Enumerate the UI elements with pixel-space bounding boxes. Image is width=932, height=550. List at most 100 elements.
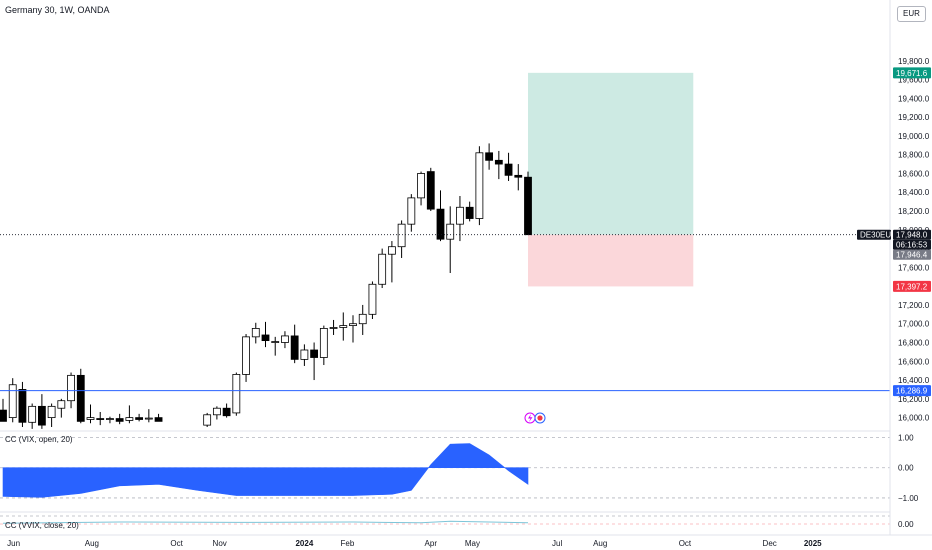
candle[interactable] <box>37 394 46 429</box>
candle-body[interactable] <box>417 173 425 199</box>
candle[interactable] <box>144 409 153 423</box>
candle-body[interactable] <box>106 418 114 420</box>
indicator-panels-layer[interactable]: 1.00 0.00 −1.00 CC (VIX, open, 20) 0.00 CC (V… <box>0 430 919 530</box>
candle-body[interactable] <box>319 328 328 358</box>
vix-close-line[interactable] <box>2 520 529 524</box>
candle-body[interactable] <box>57 400 66 409</box>
vix-open-area[interactable] <box>2 443 529 498</box>
candle-body[interactable] <box>47 405 56 419</box>
replay-icons[interactable] <box>524 412 546 424</box>
candle[interactable] <box>485 143 494 170</box>
candle[interactable] <box>397 220 406 258</box>
candle-body[interactable] <box>28 405 37 423</box>
candle[interactable] <box>8 378 17 423</box>
candle-body[interactable] <box>242 336 250 375</box>
candle-body[interactable] <box>349 323 357 326</box>
candle[interactable] <box>514 164 523 191</box>
candle[interactable] <box>475 146 484 226</box>
candle[interactable] <box>349 315 357 343</box>
candle-body[interactable] <box>436 208 445 240</box>
candle[interactable] <box>426 167 435 212</box>
candle-body[interactable] <box>8 384 17 419</box>
candle-body[interactable] <box>154 417 163 422</box>
candle[interactable] <box>329 319 338 335</box>
currency-selector[interactable]: EUR <box>897 6 926 22</box>
candle[interactable] <box>339 312 348 341</box>
candle-body[interactable] <box>456 206 464 225</box>
candle-body[interactable] <box>115 418 124 422</box>
candle-body[interactable] <box>407 197 416 225</box>
candle[interactable] <box>436 190 445 242</box>
candle-body[interactable] <box>329 327 338 329</box>
candle-body[interactable] <box>251 328 260 338</box>
candle[interactable] <box>106 416 114 424</box>
candle[interactable] <box>368 281 377 320</box>
candle-body[interactable] <box>446 223 455 240</box>
candle[interactable] <box>57 398 66 418</box>
candle[interactable] <box>261 321 270 348</box>
candle[interactable] <box>135 413 144 422</box>
candle[interactable] <box>456 196 464 242</box>
candle-body[interactable] <box>504 163 513 176</box>
candle[interactable] <box>76 368 85 424</box>
candle-body[interactable] <box>300 349 309 360</box>
candle[interactable] <box>281 331 289 349</box>
loss-zone[interactable] <box>528 234 694 287</box>
candle[interactable] <box>28 403 37 429</box>
candle-body[interactable] <box>426 171 435 210</box>
candle-body[interactable] <box>232 374 241 414</box>
candle-body[interactable] <box>368 283 377 315</box>
candle-body[interactable] <box>86 417 95 420</box>
candle[interactable] <box>232 372 241 416</box>
candle[interactable] <box>524 171 532 236</box>
candle[interactable] <box>494 150 503 180</box>
candle-body[interactable] <box>339 325 348 328</box>
candle-body[interactable] <box>125 417 134 421</box>
candle-body[interactable] <box>281 335 289 343</box>
candle[interactable] <box>310 342 319 381</box>
candle-body[interactable] <box>494 159 503 165</box>
candle-body[interactable] <box>222 407 231 417</box>
candle[interactable] <box>446 206 455 273</box>
candle-body[interactable] <box>514 174 523 178</box>
candle-body[interactable] <box>67 374 75 402</box>
candle-body[interactable] <box>485 152 494 161</box>
profit-zone[interactable] <box>528 72 694 235</box>
candle[interactable] <box>96 411 105 426</box>
candle[interactable] <box>378 248 387 289</box>
candle[interactable] <box>319 325 328 366</box>
candle-body[interactable] <box>76 374 85 422</box>
candle[interactable] <box>251 322 260 344</box>
candle[interactable] <box>504 152 513 181</box>
candle-body[interactable] <box>475 152 484 219</box>
candle-body[interactable] <box>261 334 270 342</box>
candle-body[interactable] <box>290 335 299 360</box>
candle-body[interactable] <box>397 223 406 248</box>
candle-body[interactable] <box>310 349 319 358</box>
candle-body[interactable] <box>135 417 144 420</box>
candle[interactable] <box>407 194 416 232</box>
candle-body[interactable] <box>358 313 367 325</box>
candle[interactable] <box>115 413 124 425</box>
candle-body[interactable] <box>37 405 46 426</box>
candle-body[interactable] <box>378 253 387 285</box>
candle[interactable] <box>417 171 425 206</box>
candle-body[interactable] <box>203 414 212 426</box>
candle[interactable] <box>47 403 56 427</box>
candle[interactable] <box>86 404 95 424</box>
candle[interactable] <box>465 201 474 222</box>
candle[interactable] <box>125 405 134 424</box>
candle[interactable] <box>18 381 27 427</box>
candle[interactable] <box>358 304 367 335</box>
candle[interactable] <box>242 334 250 382</box>
candle-body[interactable] <box>18 389 27 423</box>
candle[interactable] <box>154 413 163 422</box>
candle[interactable] <box>290 324 299 364</box>
candles-layer[interactable] <box>0 143 532 429</box>
candle-body[interactable] <box>271 341 280 343</box>
candle-body[interactable] <box>465 206 474 219</box>
candle-body[interactable] <box>524 176 532 236</box>
candle[interactable] <box>222 403 231 418</box>
candle[interactable] <box>203 412 212 427</box>
